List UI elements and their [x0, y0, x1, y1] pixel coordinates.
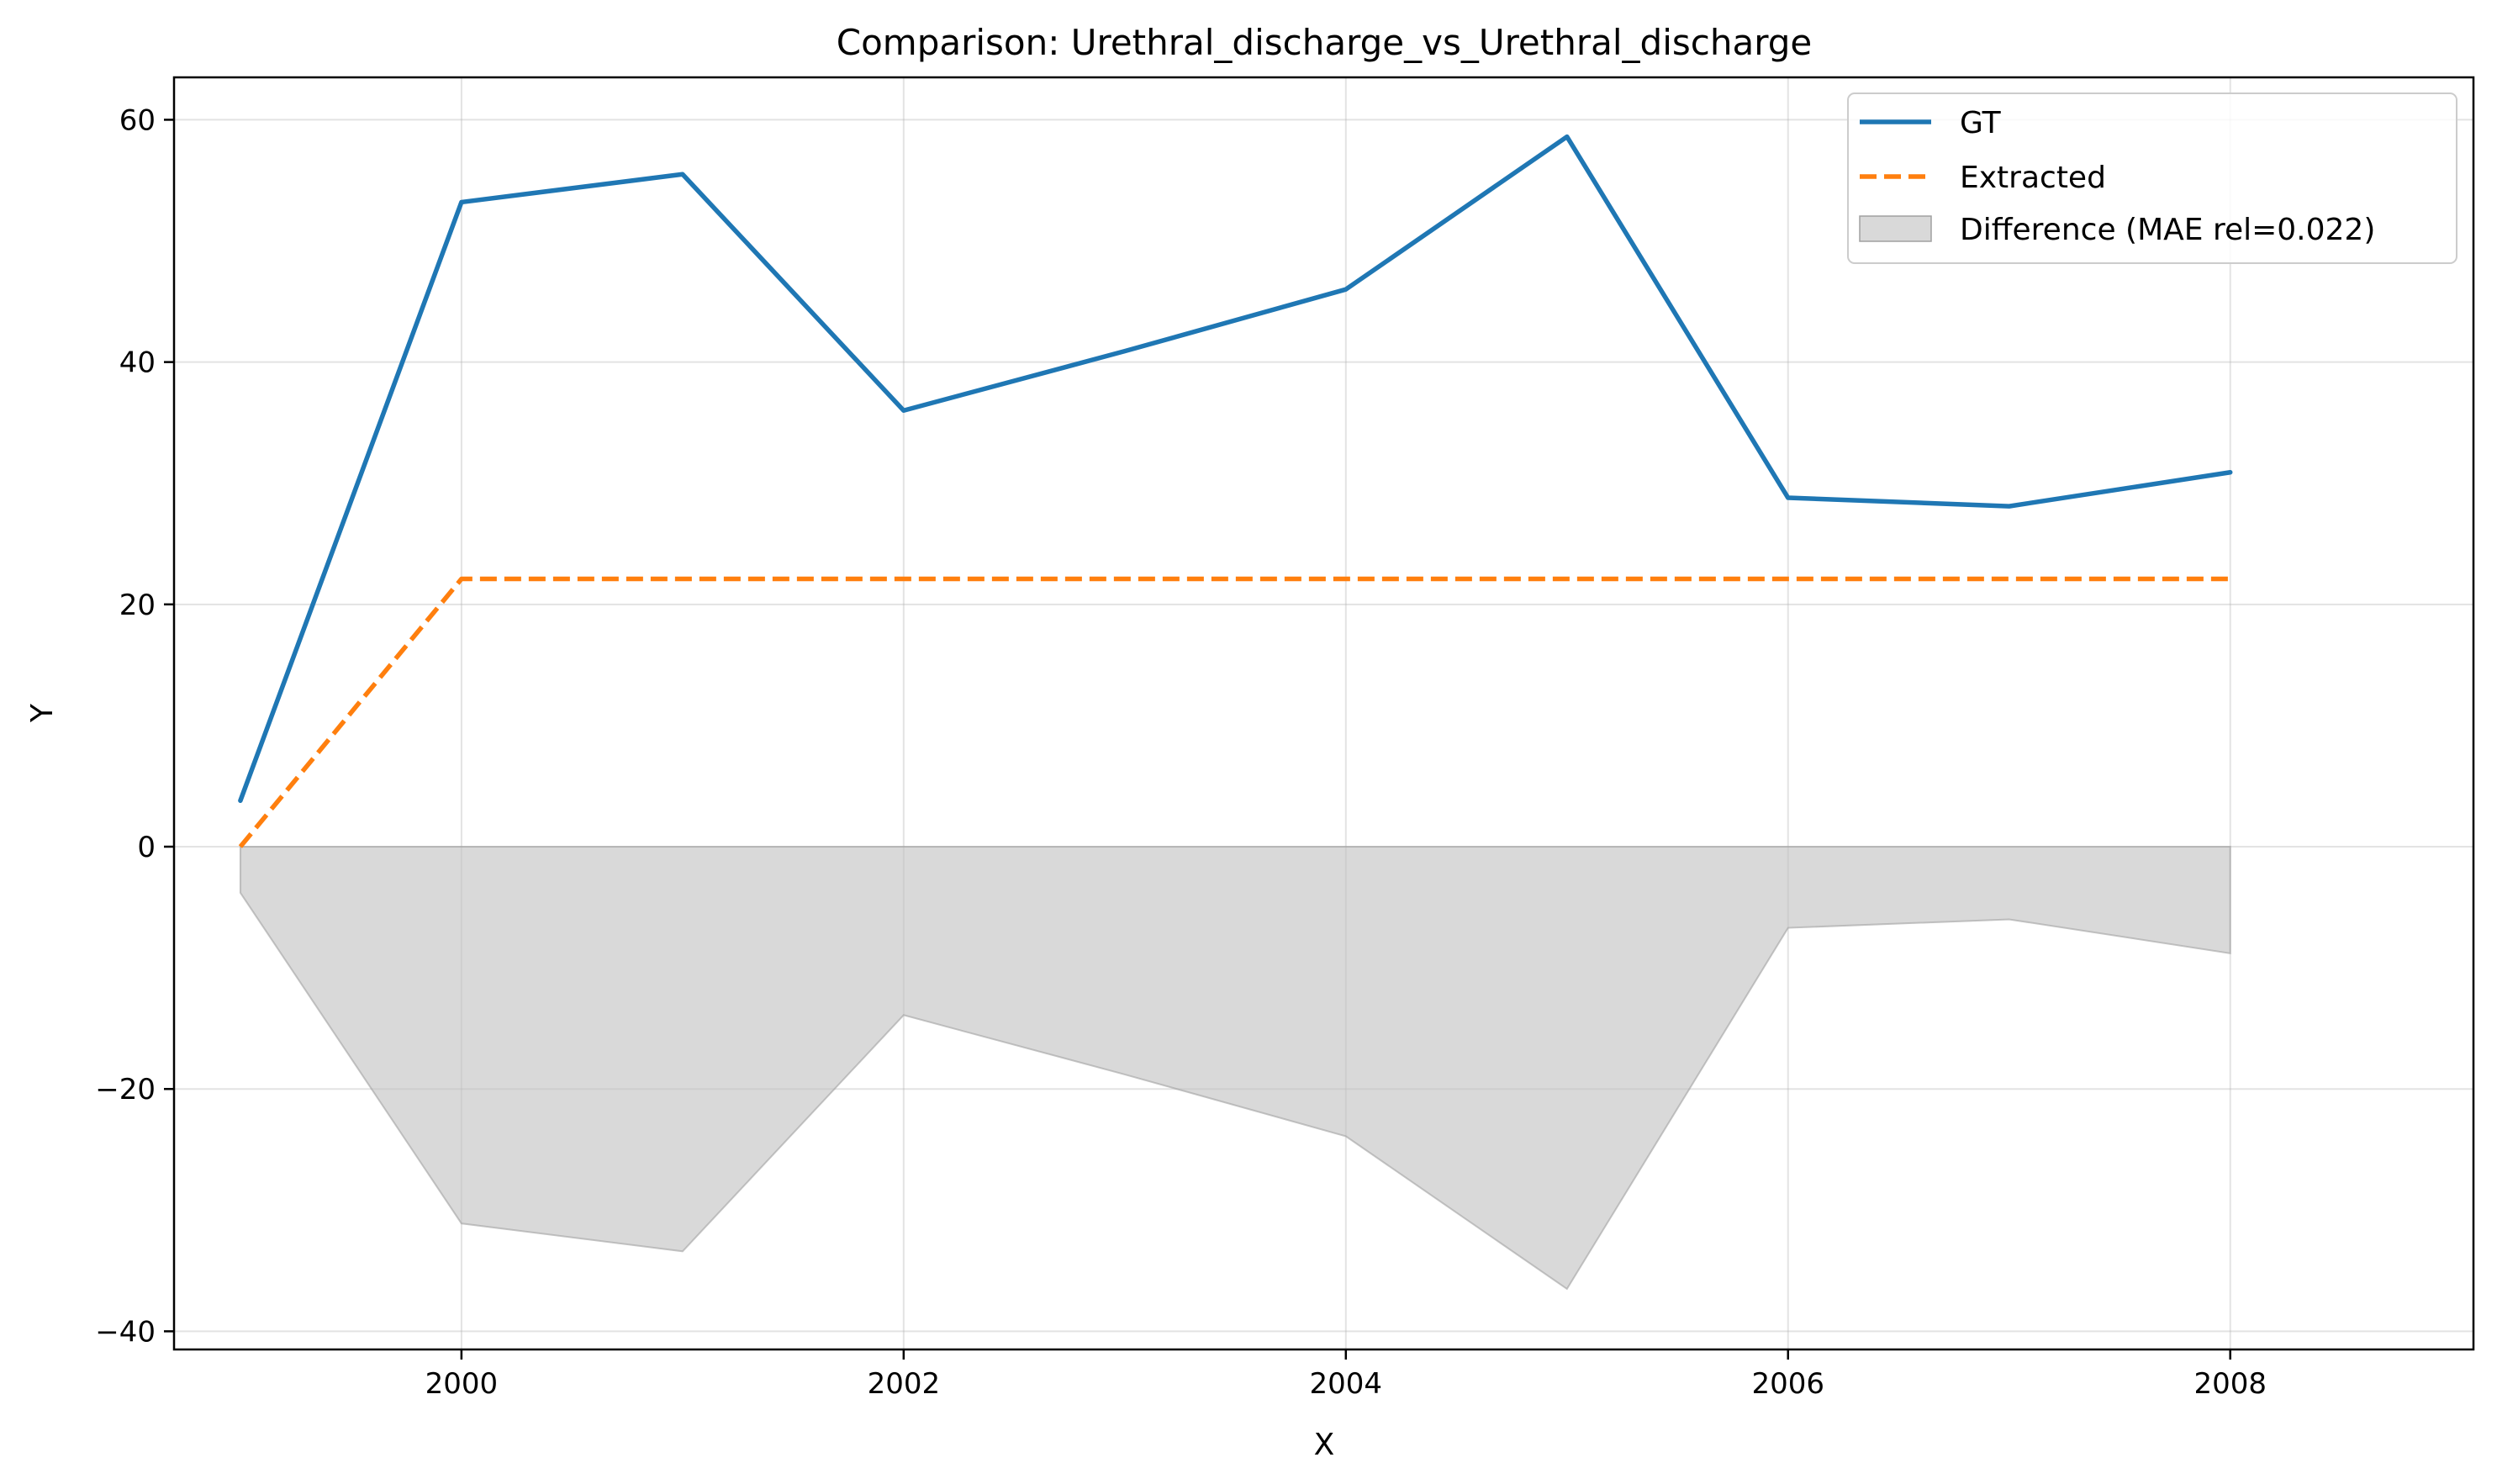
difference-area	[239, 846, 2231, 1291]
series-layer	[238, 134, 2233, 848]
legend-label-difference: Difference (MAE rel=0.022)	[1960, 213, 2375, 247]
series-line-extracted	[238, 576, 2230, 848]
y-tick-label: 0	[137, 831, 156, 864]
legend-label-gt: GT	[1960, 106, 2002, 140]
legend-swatch-difference	[1859, 215, 1932, 242]
series-line-gt	[238, 134, 2233, 803]
x-tick-label: 2008	[2193, 1367, 2267, 1401]
plot-frame	[172, 76, 2475, 1351]
x-axis-label: X	[1314, 1428, 1335, 1462]
y-tick-label: 20	[119, 589, 156, 622]
y-axis-ticks: −40 −20 0 20 40 60	[95, 103, 174, 1349]
x-tick-label: 2000	[425, 1367, 499, 1401]
legend: GT Extracted Difference (MAE rel=0.022)	[1847, 92, 2457, 264]
legend-frame	[1847, 92, 2457, 264]
chart-title: Comparison: Urethral_discharge_vs_Urethr…	[837, 22, 1812, 63]
y-tick-label: −40	[95, 1315, 156, 1349]
difference-area-layer	[239, 846, 2231, 1291]
legend-label-extracted: Extracted	[1960, 161, 2106, 195]
y-tick-label: −20	[95, 1073, 156, 1106]
x-tick-label: 2002	[868, 1367, 941, 1401]
y-tick-label: 40	[119, 346, 156, 380]
x-tick-label: 2006	[1751, 1367, 1824, 1401]
x-tick-label: 2004	[1310, 1367, 1383, 1401]
y-tick-label: 60	[119, 103, 156, 137]
y-axis-label: Y	[25, 703, 60, 723]
x-axis-ticks: 2000 2002 2004 2006 2008	[425, 1349, 2267, 1401]
